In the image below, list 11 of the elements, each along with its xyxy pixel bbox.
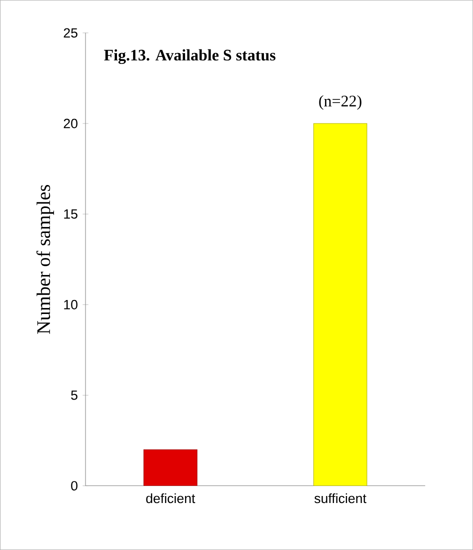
x-tick-label: sufficient <box>314 493 366 504</box>
y-tick-label: 10 <box>64 300 78 310</box>
y-tick-label: 5 <box>71 390 78 400</box>
y-tick-label: 0 <box>71 481 78 491</box>
y-tick-label: 25 <box>64 28 78 38</box>
text: Fig.13. Available S status <box>104 49 276 64</box>
y-axis-title: Number of samples <box>36 184 54 334</box>
y-tick-label: 15 <box>64 209 78 219</box>
annotation: (n=22) <box>319 95 362 110</box>
y-tick-label: 20 <box>64 118 78 128</box>
x-tick-label: deficient <box>146 493 196 504</box>
